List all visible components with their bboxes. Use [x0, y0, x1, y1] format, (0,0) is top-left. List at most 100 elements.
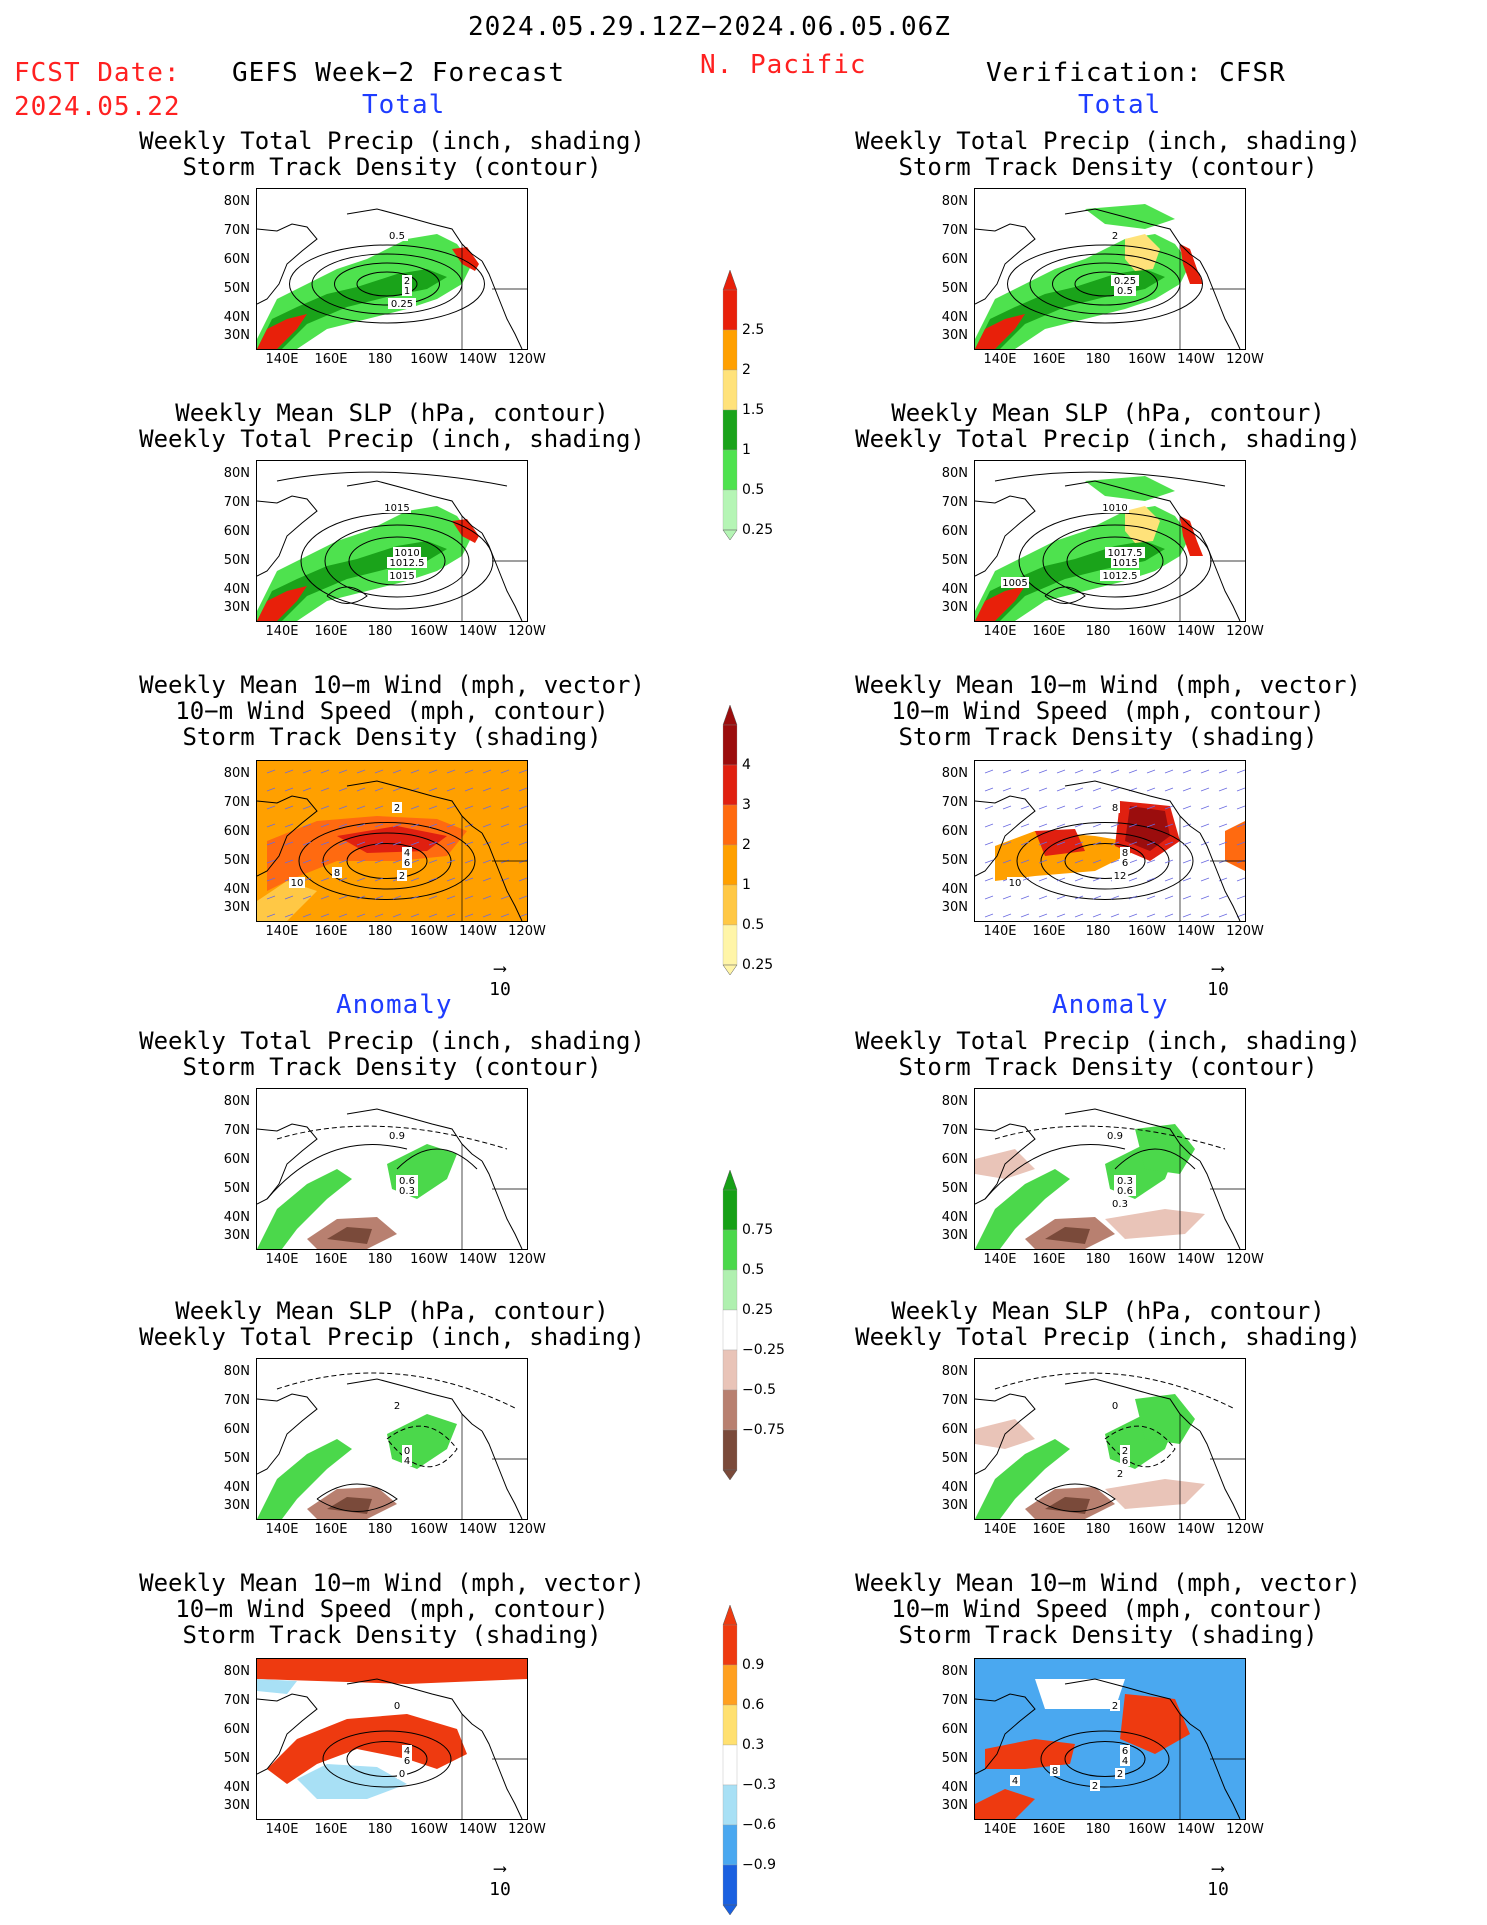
colorbar-segment: [722, 369, 738, 411]
map-panel-t2l: 1015 1010 1012.5 1015: [256, 460, 528, 622]
precip-shade: [1180, 244, 1203, 284]
wind-vector: [356, 823, 366, 828]
lon-tick-label: 180: [367, 1822, 393, 1837]
wind-vector: [338, 877, 348, 882]
lat-tick-label: 40N: [941, 310, 968, 325]
lat-tick-label: 40N: [223, 882, 250, 897]
slp-anomaly-contour: [386, 1425, 458, 1468]
lon-tick-label: 140W: [1177, 1522, 1215, 1537]
asia-coastline: [257, 1693, 318, 1775]
wind-vector: [374, 769, 384, 774]
map-panel-t2r: 1010 1017.5 1015 1012.5 1005: [974, 460, 1246, 622]
lon-tick-label: 160W: [410, 924, 448, 939]
alaska-coastline: [346, 208, 483, 262]
wind-vector: [392, 841, 402, 846]
lon-tick-label: 160W: [410, 1252, 448, 1267]
lon-tick-label: 160E: [314, 352, 348, 367]
wind-vector: [482, 841, 492, 846]
wind-vector: [374, 805, 384, 810]
wind-vector: [518, 895, 527, 900]
lat-tick-label: 50N: [941, 853, 968, 868]
svg-text:2: 2: [394, 1401, 400, 1412]
wind-vector: [1182, 823, 1192, 828]
wind-vector: [302, 895, 312, 900]
contour-label: 1015: [388, 570, 416, 582]
wind-vector: [1110, 787, 1120, 792]
svg-text:2: 2: [1117, 1469, 1123, 1480]
lat-tick-label: 60N: [941, 1722, 968, 1737]
svg-text:0: 0: [404, 1446, 410, 1457]
wind-vector: [374, 787, 384, 792]
wind-vector: [1200, 805, 1210, 810]
wind-vector: [1236, 805, 1245, 810]
precip-shade: [257, 314, 307, 349]
colorbar-arrow-bottom: [722, 1469, 738, 1480]
lon-tick-label: 140W: [459, 352, 497, 367]
svg-text:1010: 1010: [394, 548, 419, 559]
svg-text:8: 8: [334, 868, 340, 879]
lat-tick-label: 70N: [223, 1393, 250, 1408]
lat-tick-label: 80N: [941, 466, 968, 481]
lon-tick-label: 160E: [1032, 352, 1066, 367]
svg-text:2: 2: [394, 803, 400, 814]
storm-density-shade: [1125, 806, 1170, 851]
colorbar-segment: [722, 329, 738, 371]
lat-tick-label: 40N: [223, 1210, 250, 1225]
lat-tick-label: 50N: [941, 553, 968, 568]
wind-vector: [1200, 913, 1210, 918]
wind-vector: [1182, 877, 1192, 882]
storm-anomaly-contour: [396, 1148, 478, 1170]
wind-vector: [410, 895, 420, 900]
lon-tick-label: 160E: [314, 624, 348, 639]
wind-vector: [1092, 769, 1102, 774]
map-panel-t3r: 8 8 6 12 10: [974, 760, 1246, 922]
lat-tick-label: 60N: [941, 524, 968, 539]
lat-tick-label: 50N: [941, 281, 968, 296]
lat-tick-label: 30N: [223, 1798, 250, 1813]
wind-vector: [1200, 859, 1210, 864]
lon-tick-label: 160W: [410, 1522, 448, 1537]
wind-vector: [1236, 859, 1245, 864]
contour-label: 0.5: [386, 230, 408, 242]
colorbar-label: 0.3: [742, 1737, 765, 1753]
wind-vector: [302, 859, 312, 864]
contour-label: 0.9: [386, 1130, 408, 1142]
wind-vector: [1092, 841, 1102, 846]
wind-vector: [374, 877, 384, 882]
lon-tick-label: 120W: [1226, 1822, 1264, 1837]
colorbar-label: 0.9: [742, 1657, 765, 1673]
colorbar-arrow-top: [722, 1170, 738, 1191]
wind-vector: [1128, 913, 1138, 918]
wind-vector: [1092, 823, 1102, 828]
lat-tick-label: 70N: [223, 223, 250, 238]
lat-tick-label: 70N: [941, 1693, 968, 1708]
svg-text:4: 4: [404, 848, 410, 859]
wind-vector: [356, 913, 366, 918]
wind-vector: [518, 805, 527, 810]
vector-arrow: ⟶: [1212, 958, 1224, 979]
lat-tick-label: 60N: [223, 1422, 250, 1437]
vector-ref-t3l: ⟶ 10: [480, 958, 520, 1000]
north-america-coastline: [1199, 260, 1241, 349]
wind-vector: [984, 877, 994, 882]
lon-tick-label: 160W: [410, 352, 448, 367]
wind-vector: [428, 787, 438, 792]
contour-label: 2: [392, 1400, 402, 1412]
wind-vector: [1182, 895, 1192, 900]
lon-tick-label: 160W: [1128, 924, 1166, 939]
lon-tick-label: 120W: [1226, 624, 1264, 639]
colorbar-arrow-bottom: [722, 529, 738, 540]
alaska-coastline: [1064, 1678, 1201, 1732]
wind-vector: [320, 895, 330, 900]
svg-text:1010: 1010: [1102, 503, 1127, 514]
wind-vector: [266, 859, 276, 864]
wind-vector: [1020, 805, 1030, 810]
lat-tick-label: 30N: [941, 1498, 968, 1513]
wind-vector: [500, 841, 510, 846]
wind-vector: [266, 823, 276, 828]
svg-text:4: 4: [404, 1746, 410, 1757]
lon-tick-label: 160E: [314, 1522, 348, 1537]
wind-vector: [1146, 805, 1156, 810]
svg-text:8: 8: [1052, 1766, 1058, 1777]
